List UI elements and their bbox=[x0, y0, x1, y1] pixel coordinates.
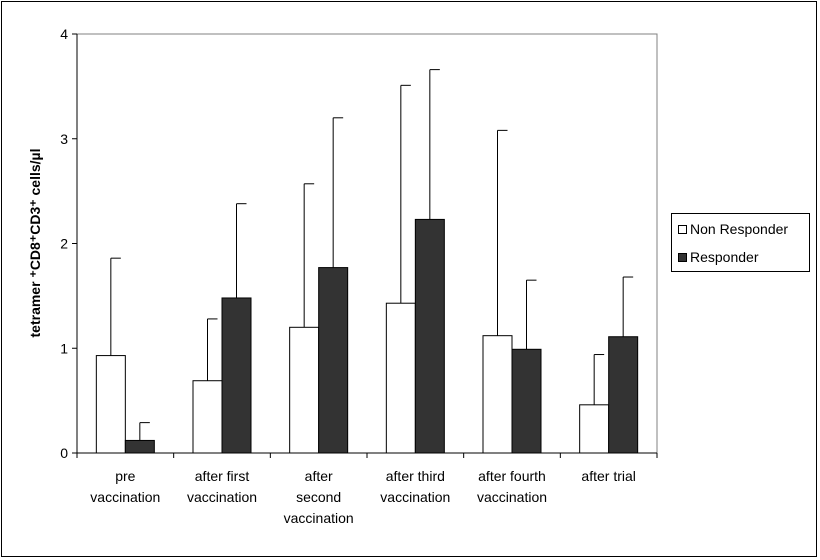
bar-responder bbox=[511, 348, 542, 454]
bar-responder bbox=[414, 218, 445, 454]
x-tick-label: vaccination bbox=[380, 489, 450, 505]
y-tick-label: 0 bbox=[60, 445, 68, 461]
bar-non-responder bbox=[482, 335, 513, 454]
bar-responder bbox=[221, 297, 252, 454]
x-tick-label: pre bbox=[115, 468, 135, 484]
y-tick-label: 4 bbox=[60, 26, 68, 42]
legend-swatch-non-responder bbox=[678, 224, 687, 234]
plot-area bbox=[76, 33, 658, 454]
legend-swatch-responder bbox=[678, 252, 687, 262]
x-tick-label: vaccination bbox=[284, 510, 354, 526]
y-tick-label: 1 bbox=[60, 340, 68, 356]
x-tick-label: after fourth bbox=[478, 468, 546, 484]
bar-non-responder bbox=[95, 355, 126, 454]
legend-label: Non Responder bbox=[690, 221, 789, 237]
bar-non-responder bbox=[192, 380, 223, 454]
bar-non-responder bbox=[579, 404, 610, 454]
x-tick-label: vaccination bbox=[90, 489, 160, 505]
bar-non-responder bbox=[385, 302, 416, 454]
x-tick-label: second bbox=[296, 489, 341, 505]
y-tick-label: 3 bbox=[60, 131, 68, 147]
legend-item-non-responder: Non Responder bbox=[678, 221, 788, 237]
x-tick-label: after bbox=[305, 468, 333, 484]
x-tick-label: vaccination bbox=[477, 489, 547, 505]
legend: Non Responder Responder bbox=[671, 213, 810, 272]
x-tick-label: after first bbox=[195, 468, 250, 484]
y-tick-label: 2 bbox=[60, 236, 68, 252]
x-tick-label: after third bbox=[386, 468, 445, 484]
bar-non-responder bbox=[289, 326, 320, 454]
bar-responder bbox=[318, 267, 349, 454]
x-tick-label: vaccination bbox=[187, 489, 257, 505]
bar-responder bbox=[608, 336, 639, 454]
x-tick-label: after trial bbox=[581, 468, 635, 484]
bar-responder bbox=[124, 439, 155, 454]
legend-label: Responder bbox=[690, 249, 759, 265]
legend-item-responder: Responder bbox=[678, 249, 759, 265]
y-axis-label: tetramer ⁺CD8⁺CD3⁺ cells/µl bbox=[27, 149, 43, 338]
